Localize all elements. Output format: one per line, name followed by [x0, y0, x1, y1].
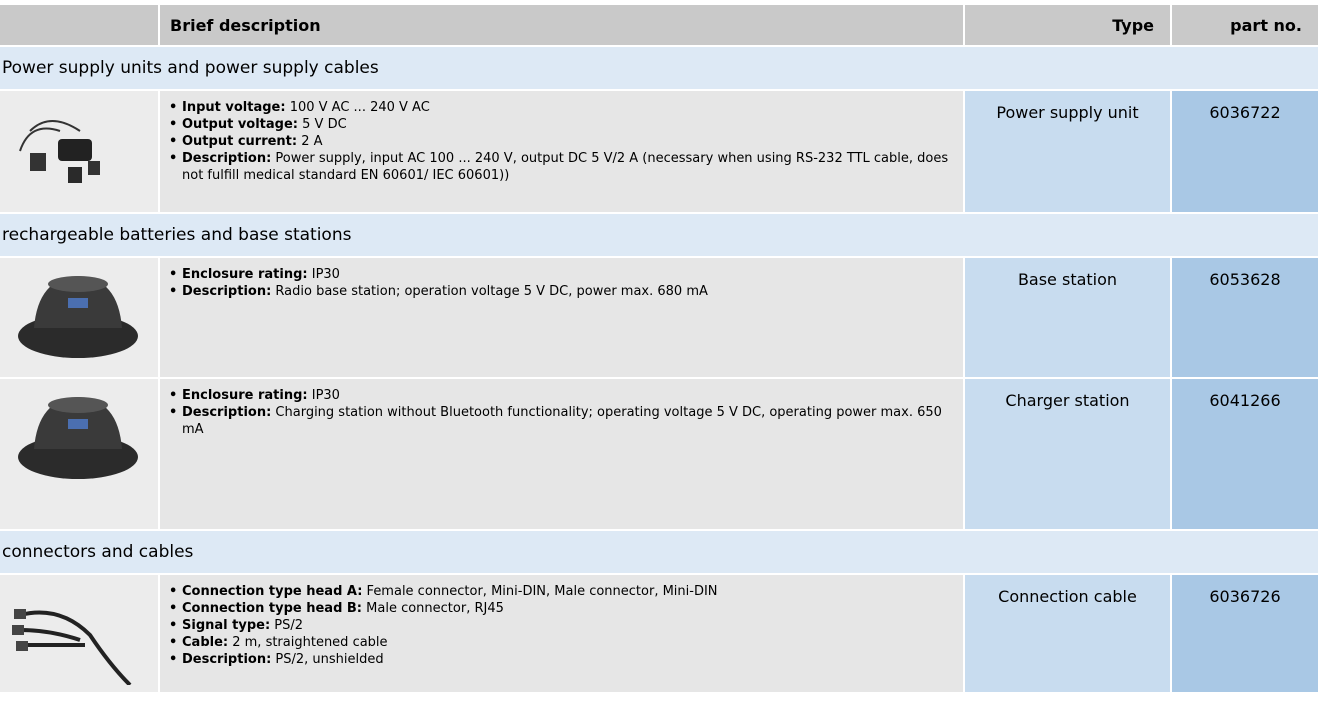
- spec-list: Enclosure rating: IP30Description: Radio…: [160, 266, 963, 300]
- item-part-no: 6041266: [1172, 379, 1318, 529]
- item-description: Input voltage: 100 V AC ... 240 V ACOutp…: [160, 91, 963, 212]
- item-type: Power supply unit: [965, 91, 1170, 212]
- spec-item: Description: Charging station without Bl…: [182, 404, 963, 438]
- section-row: connectors and cables: [0, 531, 1318, 573]
- spec-item: Enclosure rating: IP30: [182, 387, 963, 404]
- spec-text: 5 V DC: [302, 117, 347, 132]
- spec-text: Female connector, Mini-DIN, Male connect…: [367, 584, 718, 599]
- spec-label: Enclosure rating:: [182, 388, 308, 403]
- spec-text: PS/2, unshielded: [275, 652, 383, 667]
- item-type: Base station: [965, 258, 1170, 377]
- item-row: Enclosure rating: IP30Description: Charg…: [0, 379, 1318, 529]
- spec-text: 2 m, straightened cable: [232, 635, 387, 650]
- item-description: Enclosure rating: IP30Description: Radio…: [160, 258, 963, 377]
- section-title: rechargeable batteries and base stations: [0, 214, 1318, 256]
- spec-label: Description:: [182, 284, 271, 299]
- header-part-no: part no.: [1172, 5, 1318, 45]
- spec-item: Connection type head B: Male connector, …: [182, 600, 963, 617]
- spec-text: Power supply, input AC 100 ... 240 V, ou…: [182, 151, 948, 183]
- spec-item: Description: Radio base station; operati…: [182, 283, 963, 300]
- spec-list: Input voltage: 100 V AC ... 240 V ACOutp…: [160, 99, 963, 184]
- item-part-no: 6036726: [1172, 575, 1318, 692]
- spec-label: Description:: [182, 652, 271, 667]
- item-image: [0, 91, 158, 212]
- spec-label: Cable:: [182, 635, 228, 650]
- table-body: Brief description Type part no. Power su…: [0, 5, 1318, 692]
- spec-text: Charging station without Bluetooth funct…: [182, 405, 942, 437]
- product-picture: [0, 379, 156, 489]
- header-description: Brief description: [160, 5, 963, 45]
- item-type: Connection cable: [965, 575, 1170, 692]
- section-title: connectors and cables: [0, 531, 1318, 573]
- spec-item: Signal type: PS/2: [182, 617, 963, 634]
- item-image: [0, 379, 158, 529]
- spec-item: Description: Power supply, input AC 100 …: [182, 150, 963, 184]
- section-row: rechargeable batteries and base stations: [0, 214, 1318, 256]
- spec-label: Enclosure rating:: [182, 267, 308, 282]
- spec-label: Connection type head B:: [182, 601, 362, 616]
- spec-label: Description:: [182, 151, 271, 166]
- spec-label: Description:: [182, 405, 271, 420]
- spec-label: Signal type:: [182, 618, 270, 633]
- spec-label: Output current:: [182, 134, 297, 149]
- item-description: Enclosure rating: IP30Description: Charg…: [160, 379, 963, 529]
- accessory-table: Brief description Type part no. Power su…: [0, 3, 1320, 694]
- product-picture: [0, 575, 156, 685]
- spec-item: Cable: 2 m, straightened cable: [182, 634, 963, 651]
- spec-text: Radio base station; operation voltage 5 …: [275, 284, 707, 299]
- header-row: Brief description Type part no.: [0, 5, 1318, 45]
- spec-item: Output voltage: 5 V DC: [182, 116, 963, 133]
- spec-item: Output current: 2 A: [182, 133, 963, 150]
- page: Brief description Type part no. Power su…: [0, 0, 1327, 702]
- section-row: Power supply units and power supply cabl…: [0, 47, 1318, 89]
- spec-text: IP30: [312, 267, 340, 282]
- header-image: [0, 5, 158, 45]
- spec-text: 100 V AC ... 240 V AC: [290, 100, 430, 115]
- spec-item: Enclosure rating: IP30: [182, 266, 963, 283]
- product-picture: [0, 258, 156, 368]
- item-part-no: 6053628: [1172, 258, 1318, 377]
- spec-item: Input voltage: 100 V AC ... 240 V AC: [182, 99, 963, 116]
- section-title: Power supply units and power supply cabl…: [0, 47, 1318, 89]
- item-row: Enclosure rating: IP30Description: Radio…: [0, 258, 1318, 377]
- spec-list: Enclosure rating: IP30Description: Charg…: [160, 387, 963, 438]
- spec-label: Input voltage:: [182, 100, 286, 115]
- item-type: Charger station: [965, 379, 1170, 529]
- spec-item: Connection type head A: Female connector…: [182, 583, 963, 600]
- item-image: [0, 258, 158, 377]
- item-image: [0, 575, 158, 692]
- spec-text: 2 A: [301, 134, 322, 149]
- spec-text: Male connector, RJ45: [366, 601, 504, 616]
- spec-item: Description: PS/2, unshielded: [182, 651, 963, 668]
- spec-label: Connection type head A:: [182, 584, 362, 599]
- spec-text: IP30: [312, 388, 340, 403]
- item-part-no: 6036722: [1172, 91, 1318, 212]
- item-row: Input voltage: 100 V AC ... 240 V ACOutp…: [0, 91, 1318, 212]
- spec-label: Output voltage:: [182, 117, 298, 132]
- item-description: Connection type head A: Female connector…: [160, 575, 963, 692]
- product-picture: [0, 91, 156, 201]
- item-row: Connection type head A: Female connector…: [0, 575, 1318, 692]
- header-type: Type: [965, 5, 1170, 45]
- spec-list: Connection type head A: Female connector…: [160, 583, 963, 668]
- spec-text: PS/2: [274, 618, 303, 633]
